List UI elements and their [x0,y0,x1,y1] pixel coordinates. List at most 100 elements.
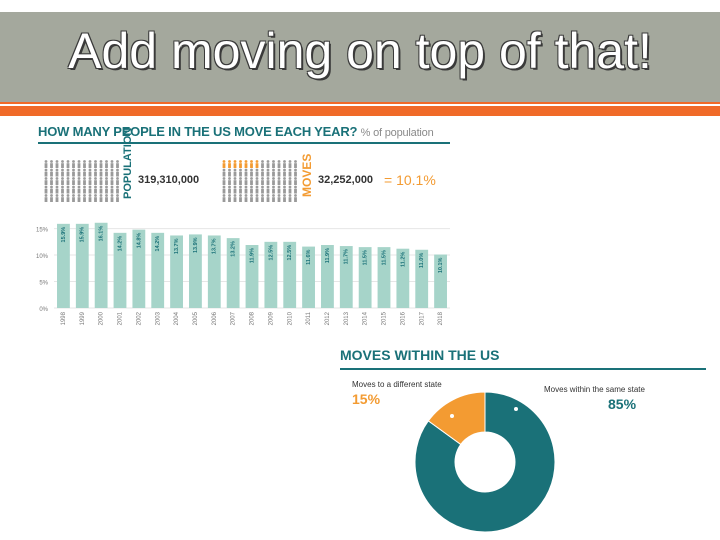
x-tick-label: 1999 [80,311,86,325]
infographic-heading-text: HOW MANY PEOPLE IN THE US MOVE EACH YEAR… [38,124,358,139]
population-person-icon [72,194,75,202]
population-person-icon [44,185,48,194]
population-person-icon [272,168,275,177]
population-person-icon [244,177,248,185]
population-person-icon [94,194,97,202]
population-person-icon [255,177,259,185]
population-person-icon [272,185,275,194]
population-person-icon [83,194,86,202]
population-person-icon [94,168,97,177]
slice-same-state [414,391,556,533]
infographic-heading: HOW MANY PEOPLE IN THE US MOVE EACH YEAR… [38,124,434,139]
population-person-icon [110,194,114,202]
population-person-icon [294,194,297,202]
slide-title: Add moving on top of that! [68,23,652,79]
x-tick-label: 2014 [363,311,369,325]
population-person-icon [228,185,231,194]
bar [245,245,259,308]
population-person-icon [88,185,92,194]
population-person-icon [116,160,119,168]
pie-label-different-state: Moves to a different state [352,380,442,389]
population-person-icon [261,160,264,168]
population-person-icon [105,177,108,185]
population-person-icon [77,185,81,194]
bar-data-label: 11.6% [306,249,312,264]
population-person-icon [61,177,64,185]
bar-data-label: 11.0% [419,253,425,268]
population-person-icon [110,160,114,168]
population-person-icon [277,168,281,177]
x-tick-label: 2012 [325,311,331,325]
population-person-icon [99,168,103,177]
population-person-icon [261,194,264,202]
population-person-icon [44,168,48,177]
population-person-icon [244,194,248,202]
population-person-icon [88,194,92,202]
population-person-icon [55,194,59,202]
population-person-icon [250,185,253,194]
population-person-icon [228,177,231,185]
population-person-icon [110,168,114,177]
population-person-icon [66,185,70,194]
population-person-icon [222,177,226,185]
population-person-icon [55,160,59,168]
population-person-icon [244,168,248,177]
population-person-icon [233,194,237,202]
population-person-icon [266,168,270,177]
population-person-icon [72,168,75,177]
x-tick-label: 2018 [438,311,444,325]
population-person-icon [250,177,253,185]
x-tick-label: 2004 [174,311,180,325]
bar-data-label: 14.8% [136,233,142,249]
population-person-icon [116,177,119,185]
population-person-icon [105,185,108,194]
population-person-icon [61,160,64,168]
population-person-icon [77,168,81,177]
population-person-icon [283,168,286,177]
x-tick-label: 2010 [287,311,293,325]
population-person-icon [66,168,70,177]
bar-data-label: 11.2% [400,252,406,267]
title-bar [0,12,720,102]
population-person-icon [277,177,281,185]
bar-data-label: 13.2% [231,241,237,257]
population-person-icon [294,185,297,194]
slice-different-state [427,391,486,446]
bar [321,245,334,308]
population-person-icon [283,177,286,185]
population-person-icon [261,168,264,177]
population-person-icon [233,177,237,185]
population-person-icon [288,168,292,177]
mover-person-icon [250,160,253,168]
bar-data-label: 11.9% [249,248,255,263]
pie-value-different-state: 15% [352,391,381,407]
bar [415,249,429,308]
population-person-icon [283,194,286,202]
population-person-icon [239,177,242,185]
bar [339,246,353,308]
population-person-icon [250,168,253,177]
moves-percent: = 10.1% [384,172,436,188]
bar-data-label: 15.9% [80,227,86,243]
moves-value: 32,252,000 [318,174,374,186]
population-person-icon [288,194,292,202]
mover-person-icon [239,160,242,168]
population-person-icon [66,194,70,202]
bar-data-label: 13.7% [212,238,218,254]
population-person-icon [55,168,59,177]
bar [358,247,372,308]
population-person-icon [255,194,259,202]
x-tick-label: 1998 [61,311,67,325]
population-person-icon [83,160,86,168]
population-person-icon [94,185,97,194]
x-tick-label: 2008 [250,311,256,325]
population-person-icon [61,194,64,202]
population-person-icon [222,194,226,202]
population-person-icon [116,185,119,194]
population-person-icon [266,185,270,194]
bar [132,229,146,308]
population-person-icon [50,194,53,202]
bar-data-label: 11.5% [363,250,369,265]
population-person-icon [61,168,64,177]
